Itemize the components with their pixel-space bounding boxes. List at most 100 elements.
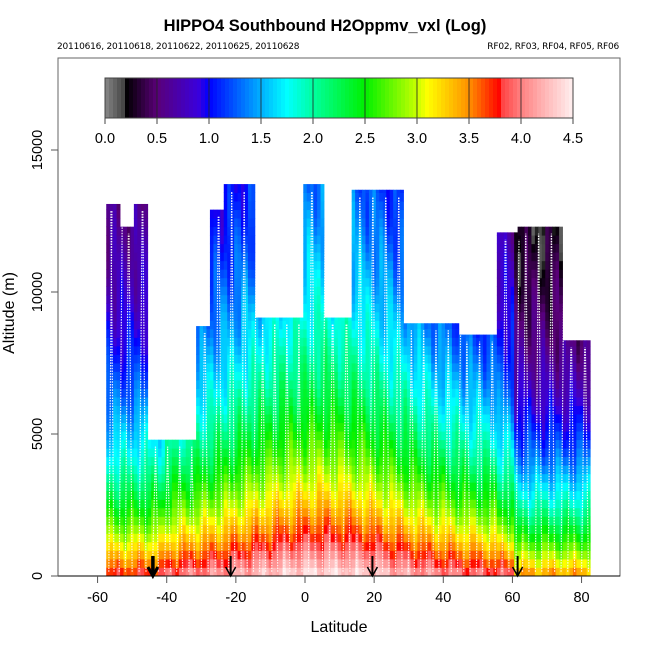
heatmap-cell xyxy=(126,252,131,262)
heatmap-cell xyxy=(279,524,283,534)
heatmap-cell xyxy=(209,405,214,415)
heatmap-cell xyxy=(116,218,121,228)
heatmap-cell xyxy=(368,507,373,517)
heatmap-cell xyxy=(289,507,294,517)
heatmap-cell xyxy=(368,226,373,236)
heatmap-cell xyxy=(292,482,297,492)
heatmap-cell xyxy=(389,363,394,372)
heatmap-cell xyxy=(123,286,128,296)
heatmap-cell xyxy=(140,294,145,304)
heatmap-cell xyxy=(216,524,221,534)
heatmap-cell xyxy=(185,465,190,475)
heatmap-cell xyxy=(451,567,456,577)
heatmap-cell xyxy=(368,541,373,551)
heatmap-cell xyxy=(500,286,505,296)
flight-track xyxy=(178,446,184,572)
heatmap-cell xyxy=(247,277,252,287)
heatmap-cell xyxy=(503,567,508,577)
heatmap-cell xyxy=(358,558,363,568)
heatmap-cell xyxy=(303,311,308,321)
heatmap-cell xyxy=(285,414,290,424)
heatmap-cell xyxy=(358,354,363,364)
heatmap-cell xyxy=(358,456,363,466)
heatmap-cell xyxy=(344,448,349,458)
heatmap-cell xyxy=(538,363,543,372)
heatmap-cell xyxy=(386,456,391,466)
heatmap-cell xyxy=(272,516,277,526)
heatmap-cell xyxy=(140,499,145,509)
heatmap-cell xyxy=(400,465,404,475)
heatmap-cell xyxy=(386,269,391,279)
heatmap-cell xyxy=(241,533,245,543)
heatmap-cell xyxy=(237,235,242,245)
heatmap-cell xyxy=(417,388,422,398)
heatmap-cell xyxy=(493,516,498,526)
heatmap-cell xyxy=(413,354,418,364)
heatmap-cell xyxy=(133,541,138,551)
heatmap-cell xyxy=(521,465,525,475)
heatmap-cell xyxy=(517,277,522,287)
heatmap-cell xyxy=(500,516,505,526)
heatmap-cell xyxy=(413,473,418,483)
heatmap-cell xyxy=(393,303,398,313)
heatmap-cell xyxy=(254,499,259,509)
heatmap-cell xyxy=(389,448,394,458)
heatmap-cell xyxy=(147,439,152,449)
heatmap-cell xyxy=(441,473,446,483)
heatmap-cell xyxy=(586,482,591,492)
heatmap-cell xyxy=(265,448,270,458)
heatmap-cell xyxy=(209,516,214,526)
heatmap-cell xyxy=(379,209,384,219)
heatmap-cell xyxy=(241,507,245,517)
flight-track xyxy=(298,324,303,572)
heatmap-cell xyxy=(344,354,349,364)
heatmap-cell xyxy=(541,243,546,253)
heatmap-cell xyxy=(393,243,398,253)
heatmap-cell xyxy=(431,473,436,483)
heatmap-cell xyxy=(303,397,308,406)
heatmap-cell xyxy=(555,328,560,338)
heatmap-cell xyxy=(279,345,283,355)
heatmap-cell xyxy=(572,533,577,543)
heatmap-cell xyxy=(586,465,591,475)
heatmap-cell xyxy=(123,388,128,398)
heatmap-cell xyxy=(455,524,460,534)
colorbar-segment xyxy=(173,78,178,118)
heatmap-cell xyxy=(434,524,439,534)
heatmap-cell xyxy=(303,448,308,458)
heatmap-cell xyxy=(223,482,228,492)
heatmap-cell xyxy=(379,201,384,211)
heatmap-cell xyxy=(116,286,121,296)
heatmap-cell xyxy=(144,397,149,406)
heatmap-cell xyxy=(527,448,532,458)
heatmap-cell xyxy=(137,294,142,304)
heatmap-cell xyxy=(292,414,297,424)
heatmap-cell xyxy=(486,397,491,406)
heatmap-cell xyxy=(285,499,290,509)
heatmap-cell xyxy=(445,541,449,551)
heatmap-cell xyxy=(175,507,180,517)
heatmap-cell xyxy=(289,371,294,381)
heatmap-cell xyxy=(140,431,145,441)
heatmap-cell xyxy=(158,524,162,534)
heatmap-cell xyxy=(230,345,235,355)
heatmap-cell xyxy=(116,363,121,372)
heatmap-cell xyxy=(358,550,363,560)
heatmap-cell xyxy=(275,465,280,475)
heatmap-cell xyxy=(130,473,135,483)
heatmap-cell xyxy=(382,345,387,355)
heatmap-cell xyxy=(265,524,270,534)
heatmap-cell xyxy=(483,558,487,568)
heatmap-cell xyxy=(472,567,477,577)
heatmap-cell xyxy=(503,388,508,398)
heatmap-cell xyxy=(337,317,342,321)
colorbar-segment xyxy=(113,78,118,118)
heatmap-cell xyxy=(320,294,325,304)
heatmap-cell xyxy=(330,431,335,441)
heatmap-cell xyxy=(244,303,249,313)
heatmap-cell xyxy=(510,422,515,432)
heatmap-cell xyxy=(247,524,252,534)
heatmap-cell xyxy=(510,448,515,458)
colorbar-segment xyxy=(109,78,114,118)
heatmap-cell xyxy=(123,311,128,321)
